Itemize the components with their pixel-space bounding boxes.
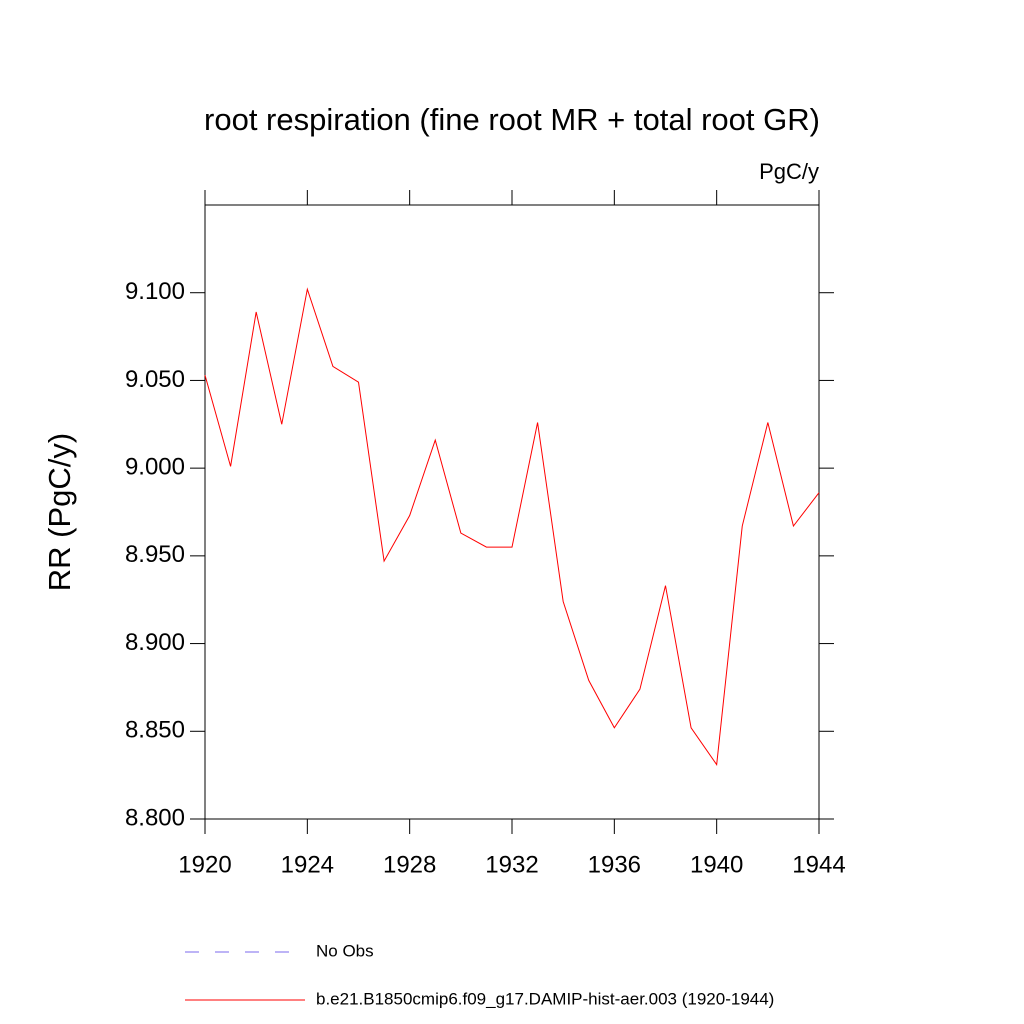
y-tick-label: 8.850 [125,717,185,744]
x-tick-label: 1924 [281,851,334,878]
plot-frame [204,204,820,820]
y-tick-label: 8.950 [125,541,185,568]
x-tick-label: 1936 [588,851,641,878]
units-label: PgC/y [759,159,819,184]
x-tick-label: 1944 [792,851,845,878]
y-tick-label: 8.900 [125,629,185,656]
x-tick-label: 1920 [178,851,231,878]
legend-label: b.e21.B1850cmip6.f09_g17.DAMIP-hist-aer.… [316,989,774,1008]
y-tick-label: 8.800 [125,804,185,831]
data-line [204,287,820,767]
legend-label: No Obs [316,941,374,960]
y-tick-label: 9.050 [125,366,185,393]
chart-title: root respiration (fine root MR + total r… [204,102,820,137]
x-tick-label: 1932 [485,851,538,878]
x-tick-label: 1940 [690,851,743,878]
y-axis-label: RR (PgC/y) [42,433,77,591]
y-tick-label: 9.100 [125,278,185,305]
x-tick-label: 1928 [383,851,436,878]
y-tick-label: 9.000 [125,453,185,480]
